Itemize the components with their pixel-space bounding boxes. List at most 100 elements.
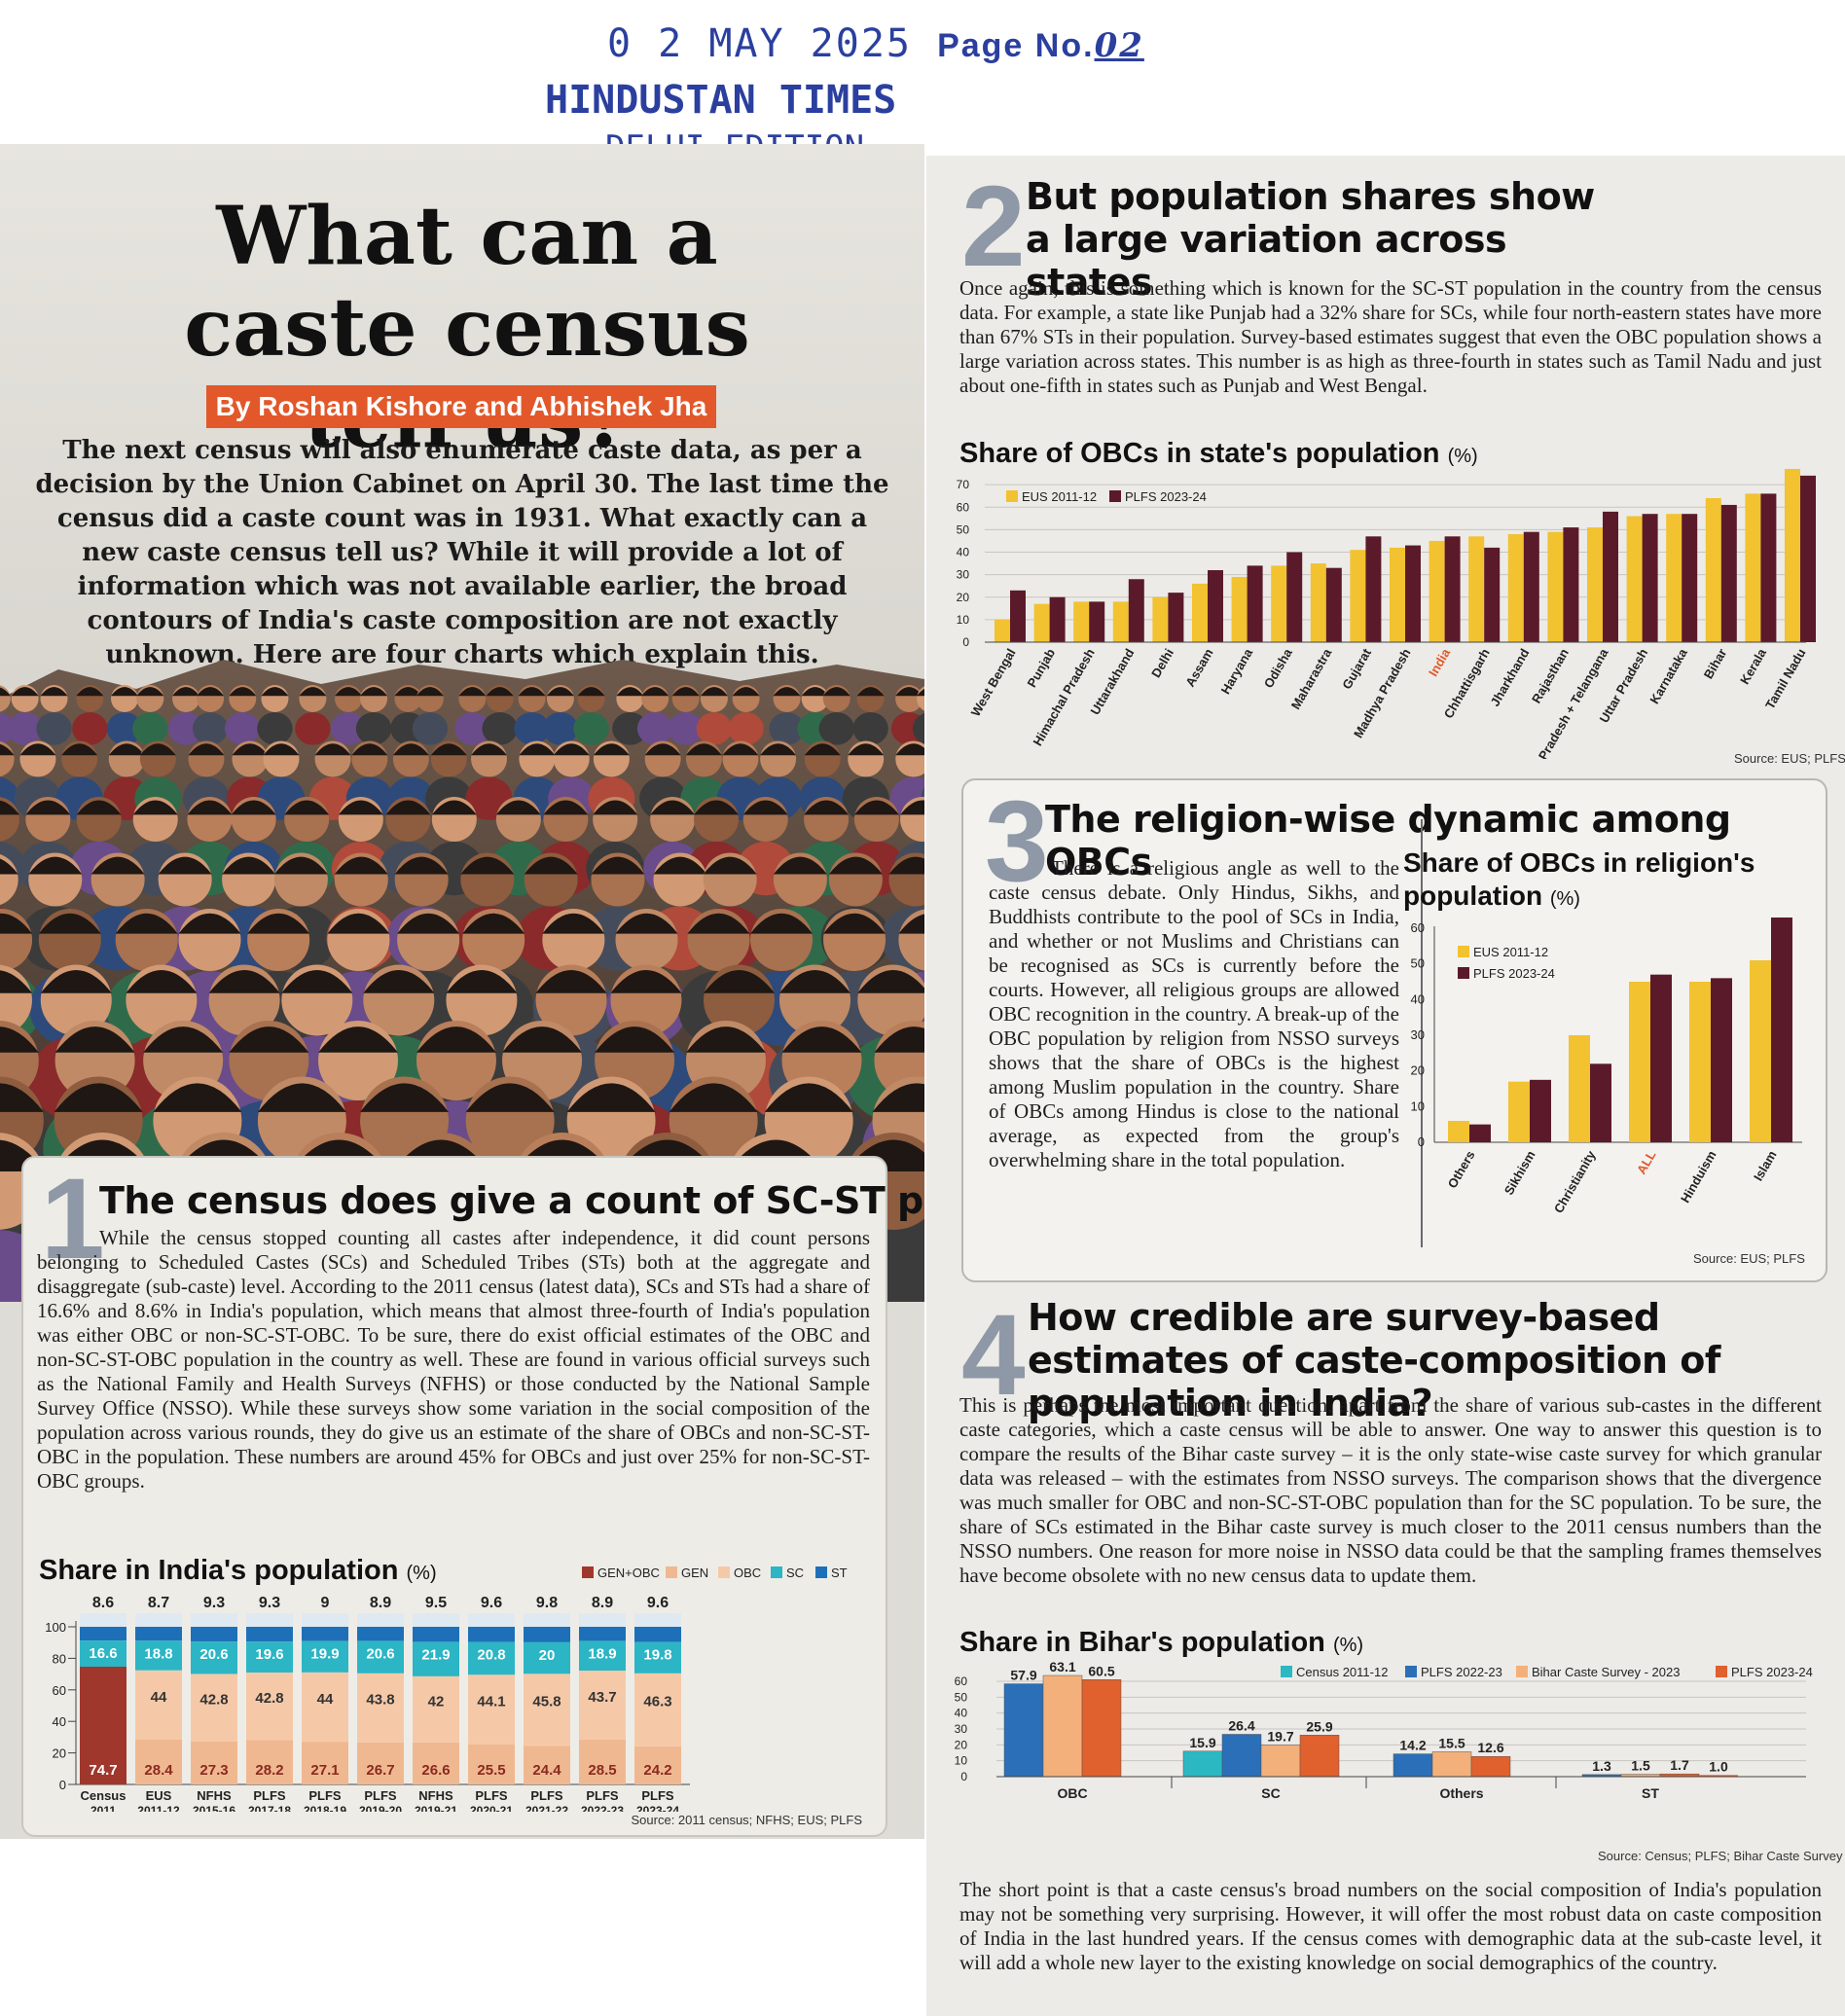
bihar-category-label: Others [1439,1785,1483,1801]
crowd-hair [650,800,696,815]
india-legend-swatch [582,1566,594,1578]
religion-chart-unit: (%) [1549,888,1580,910]
crowd-hair [363,969,435,993]
religion-chart-source: Source: EUS; PLFS [1693,1251,1805,1266]
india-population-chart: GEN+OBC GEN OBC SC ST 0 20 40 60 80 100 74.7 16.6 8.6… [45,1566,847,1812]
crowd-hair [351,743,388,756]
state-bar-eus [1231,576,1248,642]
bihar-bar-label: 12.6 [1477,1740,1503,1755]
crowd-hair [172,687,200,697]
crowd-hair [615,913,678,934]
india-bar-gen [524,1746,570,1784]
religion-bar-eus [1629,982,1650,1142]
india-legend-swatch [771,1566,782,1578]
crowd-hair [653,856,707,875]
stamp-date-text: 0 2 MAY 2025 [607,21,912,66]
india-category-label: PLFS [641,1788,674,1803]
india-legend-label: GEN+OBC [597,1566,660,1580]
bihar-bar-label: 1.7 [1670,1757,1689,1773]
crowd-body [542,712,579,745]
state-bar-plfs [1168,593,1184,642]
india-bar-sc [468,1641,515,1675]
crowd-hair [446,969,518,993]
state-category-label: Maharastra [1288,645,1335,711]
crowd-hair [595,1026,675,1053]
state-bar-eus [1547,531,1564,642]
crowd-hair [334,856,388,875]
religion-bar-eus [1569,1035,1590,1142]
state-bar-eus [1429,540,1445,642]
state-chart-title: Share of OBCs in state's population (%) [959,438,1478,470]
state-bar-eus [1152,596,1169,642]
bihar-chart-source: Source: Census; PLFS; Bihar Caste Survey [1598,1849,1843,1863]
state-ytick-label: 10 [957,613,970,627]
crowd-body [668,712,704,745]
india-bar-st [413,1627,459,1642]
section-3-card: 3 The religion-wise dynamic among OBCs T… [961,778,1827,1282]
state-ytick-label: 40 [957,546,970,559]
crowd-hair [222,856,276,875]
crowd-body [769,712,805,745]
crowd-hair [299,687,327,697]
crowd-hair [524,856,578,875]
state-bar-eus [1587,527,1603,642]
crowd-hair [76,687,104,697]
crowd-hair [385,800,431,815]
religion-category-label: Hinduism [1678,1148,1719,1206]
india-bar-gen-label: 26.7 [366,1762,394,1779]
state-ytick-label: 30 [957,568,970,582]
state-category-label: Bihar [1701,646,1730,681]
crowd-hair [542,913,605,934]
india-category-sublabel: 2018-19 [304,1804,346,1812]
crowd-photo [0,660,924,1302]
bihar-ytick-label: 40 [955,1707,968,1720]
crowd-hair [158,856,212,875]
bihar-ytick-label: 0 [960,1770,967,1783]
crowd-hair [895,687,923,697]
india-category-sublabel: 2017-18 [248,1804,291,1812]
state-category-label: Delhi [1148,646,1176,680]
crowd-body [330,712,367,745]
byline: By Roshan Kishore and Abhishek Jha [206,385,716,428]
religion-bar-plfs [1650,974,1672,1142]
bihar-bar [1393,1753,1433,1778]
india-category-sublabel: 2019-21 [415,1804,457,1812]
india-bar-obc-label: 42.8 [255,1690,283,1707]
state-category-label: Jharkhand [1488,646,1533,708]
india-chart-title: Share in India's population (%) [39,1555,437,1587]
india-bar-obc-label: 45.8 [532,1694,561,1710]
crowd-hair [804,800,850,815]
crowd-hair [136,687,164,697]
state-bar-eus [1468,536,1485,642]
india-category-sublabel: 2011-12 [137,1804,180,1812]
crowd-hair [685,743,722,756]
state-category-label: Tamil Nadu [1762,646,1809,711]
state-bar-plfs [1523,531,1539,642]
crowd-hair [616,687,644,697]
india-category-label: PLFS [308,1788,342,1803]
india-bar-obc [191,1674,237,1742]
crowd-hair [593,800,638,815]
crowd-hair [360,687,388,697]
crowd-hair [257,1083,346,1112]
crowd-hair [900,800,924,815]
india-bar-gen-label: 25.5 [477,1762,505,1779]
bihar-bar-label: 26.4 [1228,1717,1254,1733]
bihar-category-label: SC [1261,1785,1280,1801]
bihar-bar [1042,1674,1083,1778]
india-bar-obc [524,1674,570,1746]
india-bar-sc [413,1641,459,1676]
india-bar-sc [634,1641,681,1674]
state-category-label: West Bengal [968,646,1019,719]
crowd-hair [111,687,139,697]
bihar-bar-label: 1.5 [1631,1758,1650,1774]
state-bar-plfs [1760,493,1777,642]
india-bar-sc-label: 18.8 [144,1645,172,1662]
stamp-date: 0 2 MAY 2025 Page No.02 [607,21,1144,66]
india-bar-sc [579,1640,626,1672]
crowd-hair [822,687,850,697]
bihar-bar-label: 25.9 [1306,1718,1332,1734]
crowd-hair [40,687,68,697]
crowd-hair [139,743,176,756]
crowd-body [132,712,168,745]
